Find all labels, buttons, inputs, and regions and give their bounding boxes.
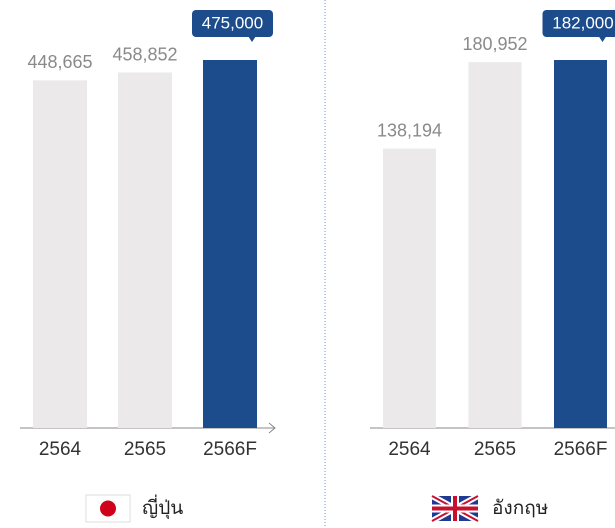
bar	[468, 62, 522, 429]
value-label: 448,665	[27, 52, 92, 72]
japan-flag	[85, 494, 131, 523]
country-label: อังกฤษ	[492, 498, 548, 519]
bar	[118, 72, 172, 429]
bar	[383, 148, 436, 428]
x-tick-label: 2565	[474, 439, 516, 460]
value-label: 138,194	[377, 120, 442, 140]
x-tick-label: 2566F	[554, 439, 608, 460]
x-tick-label: 2566F	[203, 439, 257, 460]
bar	[203, 60, 257, 428]
value-label: 182,000	[552, 13, 613, 32]
value-bubble	[192, 10, 273, 37]
x-tick-label: 2565	[124, 439, 166, 460]
bar	[33, 80, 87, 428]
value-label: 180,952	[462, 34, 527, 54]
value-label: 475,000	[202, 13, 263, 32]
x-tick-label: 2564	[388, 439, 431, 460]
bubble-pointer	[598, 36, 607, 42]
value-bubble	[542, 10, 615, 37]
country-label: ญี่ปุ่น	[142, 494, 183, 520]
x-tick-label: 2564	[39, 439, 82, 460]
value-label: 458,852	[112, 44, 177, 64]
uk-flag	[430, 493, 480, 524]
bar	[554, 60, 607, 428]
bubble-pointer	[248, 36, 256, 42]
